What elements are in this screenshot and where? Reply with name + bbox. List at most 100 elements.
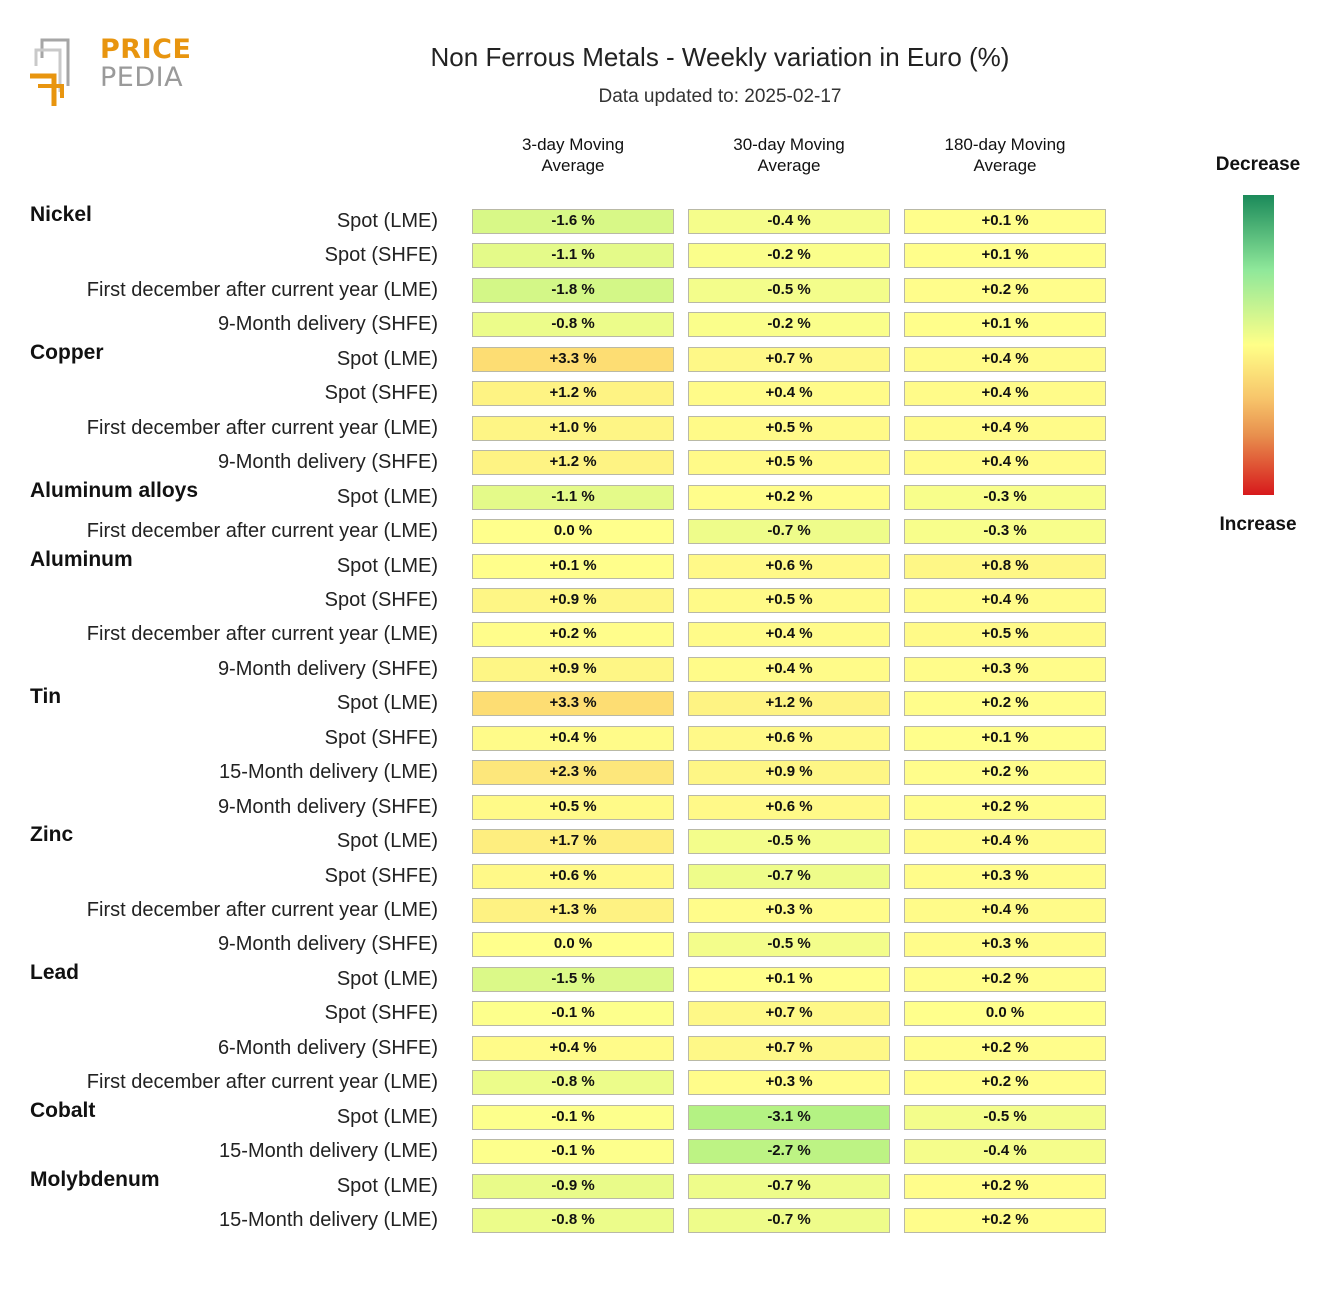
row-label: 9-Month delivery (SHFE) <box>217 795 438 818</box>
heatmap-cell: -0.4 % <box>688 209 890 234</box>
row-label: Spot (LME) <box>336 347 438 370</box>
row-label: 15-Month delivery (LME) <box>219 1209 438 1232</box>
heatmap-cell: +1.2 % <box>472 450 674 476</box>
heatmap-cell: -1.5 % <box>472 966 674 992</box>
group-label: Zinc <box>30 823 74 847</box>
heatmap-cell: +0.1 % <box>688 966 890 992</box>
group-label: Aluminum alloys <box>30 478 199 502</box>
heatmap-cell: +2.3 % <box>472 760 674 786</box>
heatmap-cell: -0.3 % <box>904 484 1106 510</box>
heatmap-cell: +0.4 % <box>904 450 1106 476</box>
row-label: 15-Month delivery (LME) <box>219 761 438 784</box>
heatmap-cell: +0.2 % <box>688 484 890 510</box>
legend-increase-label: Increase <box>1219 514 1297 535</box>
heatmap-cell: +0.2 % <box>904 1035 1106 1061</box>
row-label: First december after current year (LME) <box>86 520 438 543</box>
heatmap-cell: +0.1 % <box>904 209 1106 234</box>
column-header: 180-day Moving Average <box>944 135 1066 175</box>
heatmap-cell: 0.0 % <box>472 932 674 958</box>
heatmap-cell: +0.7 % <box>688 346 890 372</box>
heatmap-cell: +0.4 % <box>472 1035 674 1061</box>
heatmap-cell: +0.3 % <box>904 863 1106 889</box>
chart-title: Non Ferrous Metals - Weekly variation in… <box>430 42 1010 72</box>
heatmap-cell: -0.7 % <box>688 1208 890 1234</box>
heatmap-cell: +0.6 % <box>472 863 674 889</box>
logo-line-price: PRICE <box>100 34 192 65</box>
row-label: 15-Month delivery (LME) <box>219 1140 438 1163</box>
group-label: Molybdenum <box>30 1167 160 1191</box>
group-label: Aluminum <box>30 547 133 571</box>
row-label: Spot (LME) <box>336 692 438 715</box>
row-label: First december after current year (LME) <box>86 899 438 921</box>
group-label: Cobalt <box>30 1098 96 1122</box>
heatmap-cell: +0.1 % <box>904 312 1106 338</box>
heatmap-cell: +0.1 % <box>904 725 1106 751</box>
heatmap-cell: +0.2 % <box>904 794 1106 820</box>
heatmap-cell: 0.0 % <box>904 1001 1106 1027</box>
heatmap-cell: -0.5 % <box>688 829 890 855</box>
heatmap-cell: +0.3 % <box>904 932 1106 958</box>
group-label: Tin <box>30 685 62 709</box>
heatmap-cell: +1.2 % <box>472 381 674 407</box>
row-label: Spot (LME) <box>336 830 438 853</box>
heatmap-cell: +0.2 % <box>904 691 1106 717</box>
heatmap-cell: +0.4 % <box>904 381 1106 407</box>
heatmap-cell: -0.8 % <box>472 1208 674 1234</box>
heatmap-cell: +0.4 % <box>688 656 890 682</box>
heatmap-cell: -0.2 % <box>688 312 890 338</box>
heatmap-cell: -1.8 % <box>472 277 674 303</box>
heatmap-cell: +0.3 % <box>688 1070 890 1096</box>
heatmap-cell: -0.2 % <box>688 243 890 269</box>
heatmap-cell: +3.3 % <box>472 346 674 372</box>
row-label: Spot (SHFE) <box>324 588 438 611</box>
heatmap-cell: +0.3 % <box>904 656 1106 682</box>
row-label: Spot (SHFE) <box>324 726 438 749</box>
row-label: Spot (SHFE) <box>324 1002 438 1025</box>
pricepedia-logo: PRICE PEDIA <box>28 36 198 116</box>
logo-line-pedia: PEDIA <box>100 62 184 93</box>
row-label: First december after current year (LME) <box>86 416 438 439</box>
heatmap-cell: +0.4 % <box>904 346 1106 372</box>
heatmap-cell: +0.9 % <box>688 760 890 786</box>
heatmap-cell: +0.5 % <box>904 622 1106 648</box>
row-label: 9-Month delivery (SHFE) <box>217 657 438 680</box>
heatmap-cell: -1.1 % <box>472 243 674 269</box>
heatmap-cell: +1.2 % <box>688 691 890 717</box>
row-label: Spot (SHFE) <box>324 244 438 267</box>
group-label: Copper <box>30 340 104 364</box>
heatmap-cell: -0.1 % <box>472 1001 674 1027</box>
group-label: Nickel <box>30 203 92 226</box>
heatmap-cell: +0.6 % <box>688 725 890 751</box>
heatmap-cell: -0.1 % <box>472 1139 674 1165</box>
heatmap-cell: +0.4 % <box>688 381 890 407</box>
row-label: Spot (LME) <box>336 485 438 508</box>
heatmap-cell: -0.7 % <box>688 863 890 889</box>
heatmap-cell: +1.0 % <box>472 415 674 441</box>
row-label: 9-Month delivery (SHFE) <box>217 313 438 336</box>
heatmap-cell: -0.5 % <box>688 932 890 958</box>
heatmap-cell: +0.1 % <box>904 243 1106 269</box>
heatmap-cell: -1.6 % <box>472 209 674 234</box>
heatmap-cell: -2.7 % <box>688 1139 890 1165</box>
heatmap-cell: +0.4 % <box>688 622 890 648</box>
heatmap-cell: -0.8 % <box>472 312 674 338</box>
heatmap-cell: -0.5 % <box>904 1104 1106 1130</box>
column-header: 30-day Moving Average <box>733 135 845 175</box>
heatmap-cell: -0.7 % <box>688 1173 890 1199</box>
chart-subtitle: Data updated to: 2025-02-17 <box>598 86 842 107</box>
heatmap-cell: 0.0 % <box>472 519 674 545</box>
row-label: 9-Month delivery (SHFE) <box>217 451 438 474</box>
heatmap-cell: -0.5 % <box>688 277 890 303</box>
heatmap-cell: +0.6 % <box>688 553 890 579</box>
heatmap-cell: -0.4 % <box>904 1139 1106 1165</box>
logo-mark-icon <box>30 38 70 106</box>
heatmap-cell: +0.2 % <box>904 1208 1106 1234</box>
heatmap-cell: -0.7 % <box>688 519 890 545</box>
heatmap-cell: +0.9 % <box>472 656 674 682</box>
heatmap-cell: +0.4 % <box>904 415 1106 441</box>
heatmap-cell: +0.7 % <box>688 1001 890 1027</box>
heatmap-cell: -0.1 % <box>472 1104 674 1130</box>
row-label: Spot (LME) <box>336 1174 438 1197</box>
heatmap-cell: +0.9 % <box>472 587 674 613</box>
heatmap-cell: -3.1 % <box>688 1104 890 1130</box>
